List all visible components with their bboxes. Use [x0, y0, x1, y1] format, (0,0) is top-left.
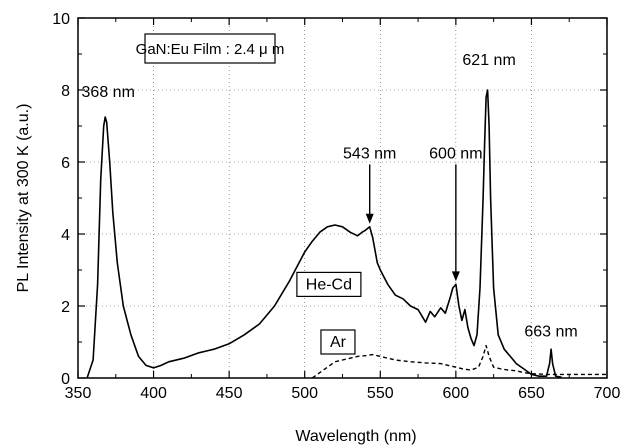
peak-arrow-head [451, 271, 460, 282]
y-tick-label: 6 [61, 155, 70, 172]
x-tick-label: 450 [216, 385, 243, 402]
x-tick-label: 550 [367, 385, 394, 402]
peak-label: 621 nm [462, 52, 515, 69]
peak-arrow-head [365, 213, 374, 224]
x-tick-label: 400 [140, 385, 167, 402]
x-tick-label: 650 [518, 385, 545, 402]
x-tick-label: 700 [594, 385, 621, 402]
series-label-ar: Ar [320, 329, 356, 355]
series-label-box [296, 271, 362, 297]
x-tick-label: 350 [65, 385, 92, 402]
y-tick-label: 2 [61, 299, 70, 316]
y-tick-label: 0 [61, 371, 70, 388]
sample-label-box: GaN:Eu Film : 2.4 μ m [136, 33, 285, 64]
series-label-text: Ar [330, 334, 347, 351]
x-tick-labels: 350 400 450 500 550 600 650 700 [65, 385, 621, 402]
y-axis-label: PL Intensity at 300 K (a.u.) [15, 104, 32, 293]
peak-label: 663 nm [524, 324, 577, 341]
series-label-text: He-Cd [306, 276, 352, 293]
sample-label: GaN:Eu Film : 2.4 μ m [136, 41, 285, 58]
peak-annotations: 368 nm 543 nm 600 nm 621 nm 663 nm [82, 52, 578, 341]
y-tick-label: 8 [61, 83, 70, 100]
y-tick-label: 10 [52, 11, 70, 28]
peak-label: 368 nm [82, 84, 135, 101]
x-tick-label: 500 [291, 385, 318, 402]
x-tick-label: 600 [443, 385, 470, 402]
y-tick-labels: 0 2 4 6 8 10 [52, 11, 70, 388]
series-line-ar [311, 344, 607, 379]
peak-label: 543 nm [343, 145, 396, 162]
peak-label: 600 nm [429, 145, 482, 162]
x-axis-label: Wavelength (nm) [295, 428, 416, 445]
series-group [86, 89, 607, 379]
series-labels: He-Cd Ar [296, 271, 362, 355]
series-line-he-cd [86, 89, 562, 379]
axis-ticks [77, 17, 608, 379]
y-tick-label: 4 [61, 227, 70, 244]
series-label-he-cd: He-Cd [296, 271, 362, 297]
series-label-box [320, 329, 356, 355]
